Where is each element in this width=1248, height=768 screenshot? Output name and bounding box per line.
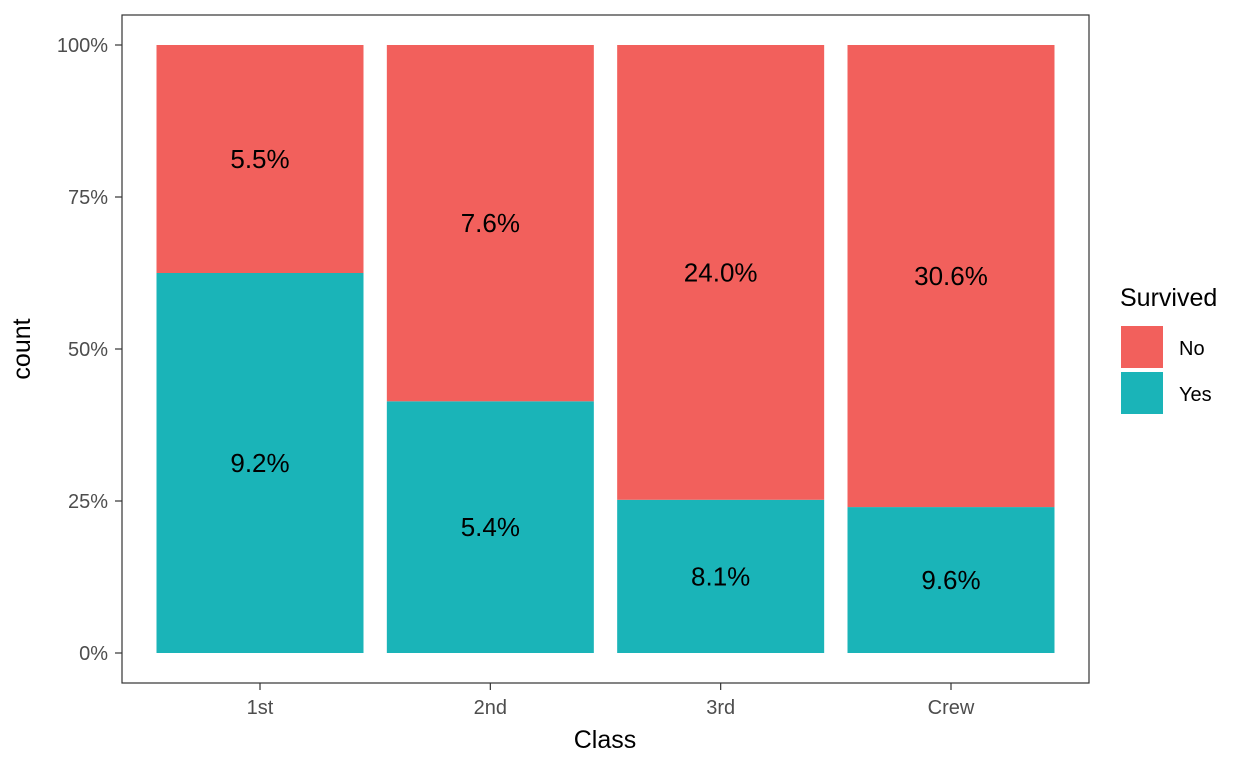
y-tick-label: 100% <box>57 35 108 57</box>
x-tick-label-crew: Crew <box>928 697 975 719</box>
legend-key-no <box>1121 326 1163 368</box>
bar-label-yes-2nd: 5.4% <box>461 512 520 542</box>
y-axis-title: count <box>8 318 36 379</box>
bar-label-yes-3rd: 8.1% <box>691 561 750 591</box>
x-tick-label-1st: 1st <box>247 697 274 719</box>
bar-yes-1st <box>156 273 364 653</box>
x-tick-label-2nd: 2nd <box>474 697 507 719</box>
x-tick-label-3rd: 3rd <box>706 697 735 719</box>
bar-yes-2nd <box>386 401 594 653</box>
y-tick-label: 25% <box>68 491 108 513</box>
bar-yes-crew <box>847 507 1055 653</box>
bar-no-2nd <box>386 45 594 402</box>
x-axis-title: Class <box>574 726 637 754</box>
legend-title: Survived <box>1120 284 1217 312</box>
legend-items: No Yes <box>1121 326 1212 414</box>
y-axis: 0% 25% 50% 75% 100% <box>57 35 122 665</box>
legend-label-no: No <box>1179 338 1205 360</box>
bar-no-crew <box>847 45 1055 508</box>
bar-label-yes-crew: 9.6% <box>921 565 980 595</box>
bars-layer <box>156 45 1055 653</box>
bar-label-yes-1st: 9.2% <box>230 448 289 478</box>
bar-label-no-3rd: 24.0% <box>684 257 758 287</box>
bar-no-3rd <box>617 45 825 500</box>
bar-label-no-crew: 30.6% <box>914 261 988 291</box>
bar-label-no-2nd: 7.6% <box>461 208 520 238</box>
bar-no-1st <box>156 45 364 273</box>
bar-label-no-1st: 5.5% <box>230 144 289 174</box>
legend-key-yes <box>1121 372 1163 414</box>
x-axis: 1st 2nd 3rd Crew <box>247 683 975 719</box>
y-tick-label: 75% <box>68 187 108 209</box>
legend-label-yes: Yes <box>1179 384 1212 406</box>
y-tick-label: 0% <box>79 643 108 665</box>
y-tick-label: 50% <box>68 339 108 361</box>
bar-labels-layer: 9.2% 5.5% 5.4% 7.6% 8.1% 24.0% 9.6% 30.6% <box>230 144 988 595</box>
legend: Survived No Yes <box>1120 284 1217 414</box>
bar-yes-3rd <box>617 499 825 653</box>
